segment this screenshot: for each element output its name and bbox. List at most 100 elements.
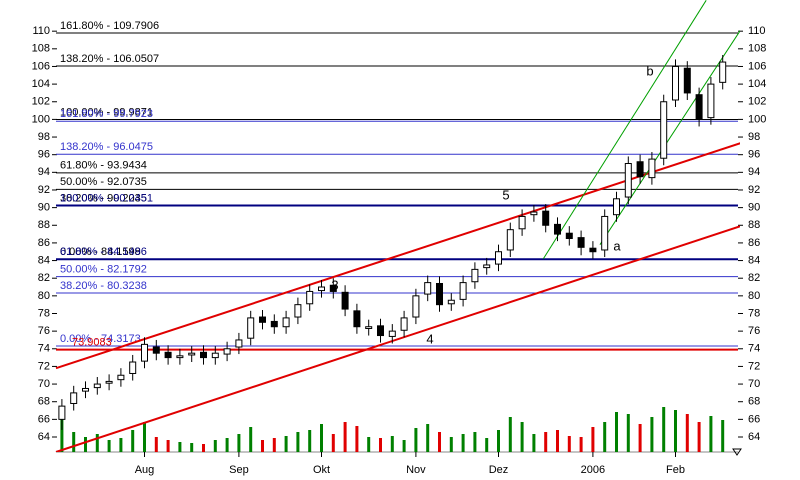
volume-bar bbox=[390, 436, 394, 452]
candle-body bbox=[648, 158, 656, 179]
candle-body bbox=[152, 346, 160, 354]
volume-bar bbox=[154, 437, 158, 452]
volume-bar bbox=[308, 430, 312, 452]
candle-body bbox=[459, 282, 467, 300]
candle-body bbox=[117, 374, 125, 381]
level-label: 73.9083 bbox=[72, 336, 112, 348]
y-tick-label: 82 bbox=[38, 272, 50, 284]
candle-body bbox=[318, 286, 325, 292]
trendline bbox=[55, 225, 740, 452]
volume-bar bbox=[603, 422, 607, 452]
x-tick-label: Okt bbox=[313, 464, 330, 476]
candle-body bbox=[719, 61, 727, 83]
volume-bar bbox=[367, 437, 371, 452]
candle-body bbox=[589, 247, 597, 253]
candle-body bbox=[436, 282, 443, 306]
candle-body bbox=[259, 316, 266, 323]
y-tick-label-right: 108 bbox=[748, 43, 766, 55]
candle-body bbox=[141, 343, 148, 362]
y-tick-label: 100 bbox=[32, 113, 50, 125]
annotation: 3 bbox=[331, 277, 338, 292]
y-tick-label: 64 bbox=[38, 431, 50, 443]
corner-mark bbox=[732, 448, 742, 456]
candle-body bbox=[341, 291, 349, 310]
candle-body bbox=[105, 380, 113, 384]
y-tick-label: 92 bbox=[38, 184, 50, 196]
y-tick-label: 104 bbox=[32, 78, 50, 90]
volume-bar bbox=[343, 422, 347, 452]
annotation: a bbox=[613, 238, 621, 253]
y-tick-label-right: 98 bbox=[748, 131, 760, 143]
candle-body bbox=[636, 161, 644, 178]
y-tick-label: 86 bbox=[38, 237, 50, 249]
y-tick-label: 98 bbox=[38, 131, 50, 143]
candle-body bbox=[294, 304, 302, 318]
y-tick-label: 80 bbox=[38, 290, 50, 302]
candle-body bbox=[247, 317, 255, 339]
candle-body bbox=[365, 326, 373, 329]
volume-bar bbox=[615, 412, 618, 452]
candle-body bbox=[188, 352, 196, 356]
level-label: 50.00% - 82.1792 bbox=[60, 264, 147, 276]
y-tick-label-right: 86 bbox=[748, 237, 760, 249]
candle-body bbox=[601, 215, 609, 251]
y-tick-label-right: 102 bbox=[748, 96, 766, 108]
candle-body bbox=[471, 268, 479, 283]
candle-body bbox=[70, 392, 78, 404]
y-tick-label: 110 bbox=[32, 25, 50, 37]
volume-bar bbox=[532, 434, 536, 452]
volume-bar bbox=[166, 440, 170, 452]
volume-bar bbox=[296, 432, 300, 452]
y-tick-label: 72 bbox=[38, 360, 50, 372]
candle-body bbox=[282, 317, 290, 328]
volume-bar bbox=[320, 424, 323, 452]
candle-body bbox=[353, 310, 361, 328]
candle-body bbox=[400, 317, 408, 331]
candle-body bbox=[129, 361, 137, 374]
x-tick-label: Aug bbox=[135, 464, 155, 476]
volume-bar bbox=[685, 414, 689, 452]
level-label: 100.00% - 99.9871 bbox=[60, 106, 153, 118]
candle-body bbox=[530, 211, 538, 216]
volume-bar bbox=[556, 430, 559, 452]
y-tick-label: 90 bbox=[38, 202, 50, 214]
y-tick-label: 94 bbox=[38, 166, 50, 178]
y-tick-label: 84 bbox=[38, 254, 50, 266]
volume-bar bbox=[626, 414, 630, 452]
candle-body bbox=[377, 325, 384, 337]
volume-bar bbox=[107, 440, 111, 452]
y-tick-label-right: 80 bbox=[748, 290, 760, 302]
volume-bar bbox=[426, 424, 430, 452]
y-tick-label-right: 78 bbox=[748, 307, 760, 319]
y-tick-label-right: 76 bbox=[748, 325, 760, 337]
y-tick-label-right: 92 bbox=[748, 184, 760, 196]
candle-body bbox=[270, 320, 278, 328]
volume-bar bbox=[662, 407, 666, 452]
candle-body bbox=[518, 215, 526, 230]
level-label: 50.00% - 92.0735 bbox=[60, 176, 147, 188]
candle-body bbox=[577, 237, 585, 248]
candle-body bbox=[329, 284, 337, 292]
y-tick-label: 102 bbox=[32, 96, 50, 108]
candle-body bbox=[235, 339, 243, 348]
y-tick-label: 78 bbox=[38, 307, 50, 319]
volume-bar bbox=[95, 434, 99, 452]
candle-body bbox=[388, 330, 396, 337]
volume-bar bbox=[402, 440, 406, 452]
candle-body bbox=[683, 67, 691, 94]
trendline bbox=[599, 30, 740, 245]
candle-body bbox=[164, 351, 172, 359]
volume-bar bbox=[272, 438, 276, 452]
candle-body bbox=[495, 251, 502, 265]
y-tick-label: 74 bbox=[38, 343, 50, 355]
y-tick-label-right: 96 bbox=[748, 149, 760, 161]
volume-bar bbox=[473, 432, 477, 452]
y-tick-label-right: 72 bbox=[748, 360, 760, 372]
volume-bar bbox=[379, 438, 382, 452]
y-tick-label-right: 88 bbox=[748, 219, 760, 231]
level-label: 38.20% - 80.3238 bbox=[60, 280, 147, 292]
volume-bar bbox=[709, 416, 713, 452]
candle-body bbox=[672, 65, 679, 101]
level-label: 0.00% - 74.3173 bbox=[60, 333, 141, 345]
volume-bar bbox=[249, 427, 253, 452]
